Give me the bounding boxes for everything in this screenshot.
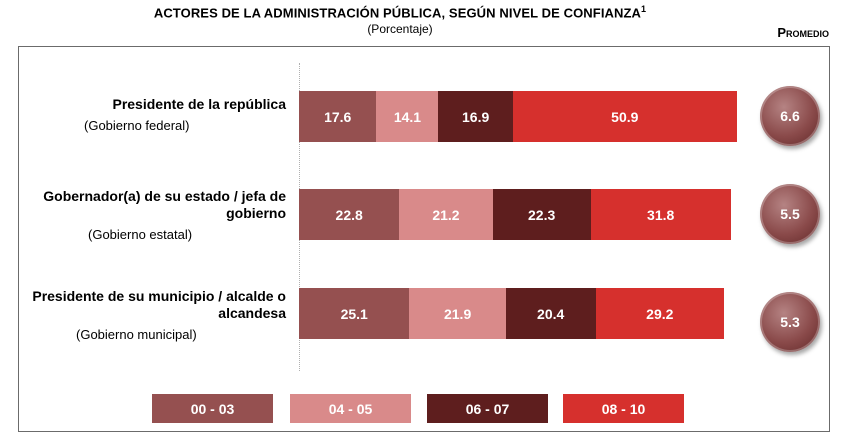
category-sublabel: (Gobierno federal) [84, 118, 190, 133]
category-sublabel: (Gobierno estatal) [88, 227, 193, 242]
legend-item: 00 - 03 [152, 394, 273, 423]
data-label: 21.2 [432, 206, 460, 223]
legend-item: 04 - 05 [290, 394, 411, 423]
row-label-estatal: Gobernador(a) de su estado / jefa de gob… [20, 188, 286, 243]
data-label: 21.9 [443, 305, 472, 322]
stacked-bar: 17.6 14.1 16.9 50.9 [299, 91, 737, 142]
chart-frame [18, 46, 830, 432]
data-label: 31.8 [647, 206, 675, 223]
bar-segment: 25.1 [299, 288, 410, 339]
row-label-federal: Presidente de la república (Gobierno fed… [20, 96, 286, 134]
category-label: Presidente de su municipio / alcalde o a… [32, 288, 286, 321]
bar-segment: 22.3 [492, 189, 591, 240]
promedio-badge: 6.6 [760, 86, 820, 146]
data-label: 20.4 [537, 305, 565, 322]
stacked-bar: 25.1 21.9 20.4 29.2 [299, 288, 725, 339]
chart-subtitle: (Porcentaje) [367, 22, 433, 36]
bar-segment: 16.9 [438, 91, 513, 142]
promedio-header: Promedio [777, 25, 829, 40]
chart-title: ACTORES DE LA ADMINISTRACIÓN PÚBLICA, SE… [153, 4, 647, 21]
data-label: 25.1 [340, 305, 368, 322]
promedio-badge: 5.3 [760, 292, 820, 352]
row-label-municipal: Presidente de su municipio / alcalde o a… [20, 288, 286, 343]
data-label: 14.1 [393, 108, 422, 125]
category-label: Presidente de la república [112, 96, 286, 112]
category-sublabel: (Gobierno municipal) [76, 327, 197, 342]
title-superscript: 1 [641, 4, 647, 14]
bar-segment: 29.2 [595, 288, 725, 339]
stacked-bar: 22.8 21.2 22.3 31.8 [299, 189, 731, 240]
bar-segment: 21.9 [409, 288, 506, 339]
bar-segment: 20.4 [505, 288, 596, 339]
bar-segment: 14.1 [376, 91, 439, 142]
legend-item: 06 - 07 [427, 394, 548, 423]
data-label: 50.9 [611, 108, 639, 125]
category-label: Gobernador(a) de su estado / jefa de gob… [43, 188, 286, 221]
bar-segment: 31.8 [590, 189, 731, 240]
data-label: 17.6 [324, 108, 352, 125]
promedio-badge: 5.5 [760, 184, 820, 244]
data-label: 16.9 [462, 108, 490, 125]
data-label: 29.2 [646, 305, 674, 322]
data-label: 22.3 [528, 206, 556, 223]
bar-segment: 21.2 [399, 189, 493, 240]
bar-segment: 17.6 [299, 91, 377, 142]
data-label: 22.8 [335, 206, 363, 223]
legend-item: 08 - 10 [563, 394, 684, 423]
bar-segment: 50.9 [512, 91, 737, 142]
bar-segment: 22.8 [299, 189, 400, 240]
